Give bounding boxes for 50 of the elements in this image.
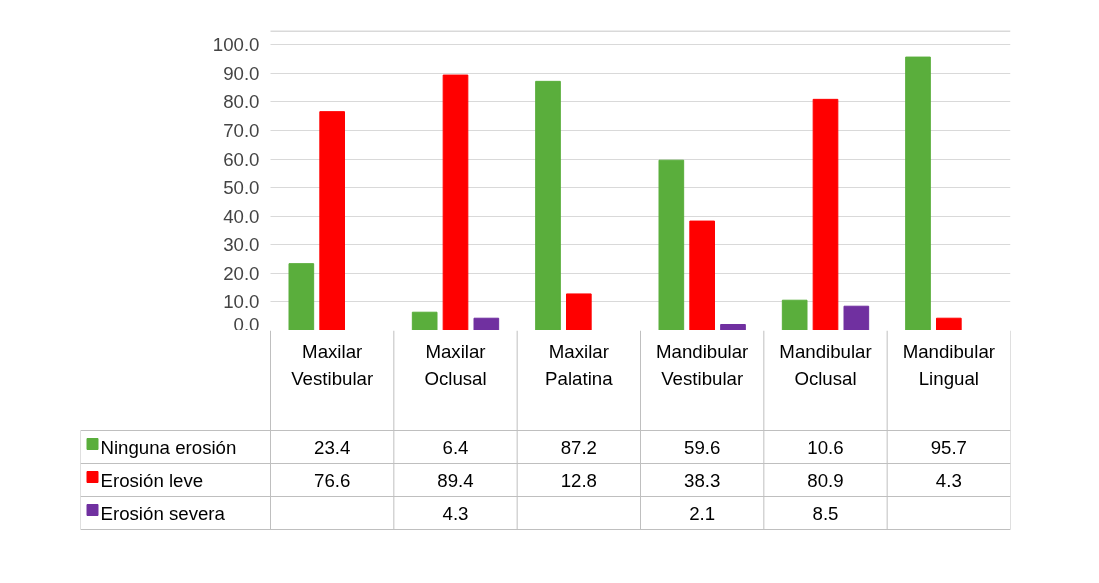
y-tick-label: 50.0 (223, 177, 260, 199)
bar (905, 56, 931, 330)
data-label: 87.2 (560, 436, 597, 458)
y-tick-label: 0.0 (233, 313, 260, 335)
data-label: 8.5 (812, 502, 839, 524)
data-label: 80.9 (807, 469, 844, 491)
bar (689, 220, 715, 330)
x-tick-label: Mandibular Lingual (902, 340, 995, 389)
bar (411, 311, 438, 330)
x-tick-label: Mandibular Vestibular (656, 340, 749, 389)
legend-label: Erosión leve (100, 469, 204, 491)
data-label: 95.7 (930, 436, 967, 458)
x-tick-label: Maxilar Vestibular (291, 340, 374, 389)
data-label: 6.4 (442, 436, 469, 458)
legend-label: Erosión severa (100, 502, 226, 524)
data-label: 10.6 (807, 436, 844, 458)
bar (288, 263, 315, 330)
bar (566, 293, 592, 330)
bar (442, 74, 469, 330)
legend-label: Ninguna erosión (100, 436, 237, 458)
y-tick-label: 20.0 (223, 262, 260, 284)
bar (658, 159, 685, 330)
data-label: 12.8 (560, 469, 597, 491)
data-label: 23.4 (314, 436, 351, 458)
x-tick-label: Mandibular Oclusal (779, 340, 872, 389)
data-label: 89.4 (437, 469, 474, 491)
bar (720, 324, 746, 330)
data-label: 4.3 (442, 502, 469, 524)
y-tick-label: 90.0 (223, 62, 260, 84)
bar (319, 111, 345, 330)
y-tick-label: 60.0 (223, 148, 260, 170)
y-tick-label: 30.0 (223, 234, 260, 256)
y-tick-label: 10.0 (223, 291, 260, 313)
data-label: 38.3 (684, 469, 721, 491)
bar (535, 80, 561, 330)
y-tick-label: 40.0 (223, 205, 260, 227)
bar (936, 317, 962, 330)
y-tick-label: 80.0 (223, 91, 260, 113)
bar (843, 305, 870, 330)
y-tick-label: 100.0 (212, 34, 260, 56)
x-tick-label: Maxilar Oclusal (424, 340, 487, 389)
x-tick-label: Maxilar Palatina (545, 340, 614, 389)
data-label: 59.6 (684, 436, 721, 458)
y-tick-label: 70.0 (223, 120, 260, 141)
data-label: 2.1 (689, 502, 716, 524)
bar (812, 98, 839, 330)
data-label: 76.6 (314, 469, 351, 491)
bar (781, 299, 808, 330)
bar (473, 317, 500, 330)
data-label: 4.3 (935, 469, 962, 491)
